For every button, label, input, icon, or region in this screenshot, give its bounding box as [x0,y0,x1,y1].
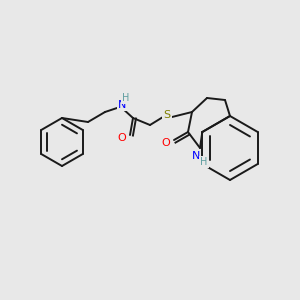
Text: O: O [162,138,170,148]
Text: O: O [118,133,126,143]
Text: H: H [200,157,208,167]
Text: H: H [122,93,130,103]
Text: N: N [192,151,200,161]
Text: S: S [164,110,171,120]
Text: N: N [118,100,126,110]
